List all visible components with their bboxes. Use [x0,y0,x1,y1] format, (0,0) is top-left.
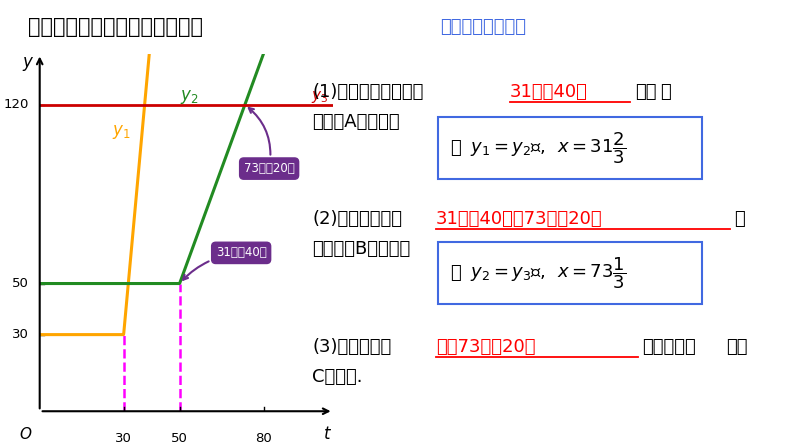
Text: $t$: $t$ [323,425,333,443]
Text: 31小时40分: 31小时40分 [183,246,267,280]
Text: 超过73小时20分: 超过73小时20分 [436,338,535,356]
Text: $y_2=y_3$时,  $x=73\dfrac{1}{3}$: $y_2=y_3$时, $x=73\dfrac{1}{3}$ [470,255,626,291]
Text: $y$: $y$ [22,55,35,73]
Text: 50: 50 [172,432,188,445]
Text: 50: 50 [12,277,29,290]
Text: (3)当上网时间: (3)当上网时间 [312,338,391,356]
Text: (2)当上网时间为: (2)当上网时间为 [312,210,402,228]
Text: $y_2$: $y_2$ [179,88,198,105]
FancyBboxPatch shape [438,117,702,179]
Text: 当: 当 [450,139,461,157]
Text: 30: 30 [12,328,29,341]
Text: (1)当上网时间不超过: (1)当上网时间不超过 [312,83,423,101]
Text: 在同一坐标系画出它们的图象：: 在同一坐标系画出它们的图象： [28,17,203,37]
Text: 80: 80 [255,432,272,445]
Text: $y_1$: $y_1$ [113,123,131,141]
Text: 120: 120 [3,98,29,111]
Text: ，选择方案: ，选择方案 [642,338,696,356]
Text: 择方案A最省錢；: 择方案A最省錢； [312,113,399,131]
Text: 由函数图象可知：: 由函数图象可知： [440,18,526,36]
Text: $O$: $O$ [19,426,33,442]
Text: 73小时20分: 73小时20分 [244,108,295,175]
Text: $y_3$: $y_3$ [311,89,329,105]
Text: 选择方案B最省錢；: 选择方案B最省錢； [312,240,410,258]
Text: 当: 当 [450,264,461,282]
Text: 30: 30 [115,432,132,445]
Text: ，选: ，选 [635,83,657,101]
Text: 选: 选 [660,83,671,101]
Text: 方案: 方案 [726,338,747,356]
Text: $y_1=y_2$时,  $x=31\dfrac{2}{3}$: $y_1=y_2$时, $x=31\dfrac{2}{3}$ [470,130,626,166]
Text: C最省錢.: C最省錢. [312,368,363,386]
Text: 31小时40分至73小时20分: 31小时40分至73小时20分 [436,210,603,228]
Text: ，: ， [734,210,745,228]
Text: 31小时40分: 31小时40分 [510,83,588,101]
FancyBboxPatch shape [438,242,702,304]
